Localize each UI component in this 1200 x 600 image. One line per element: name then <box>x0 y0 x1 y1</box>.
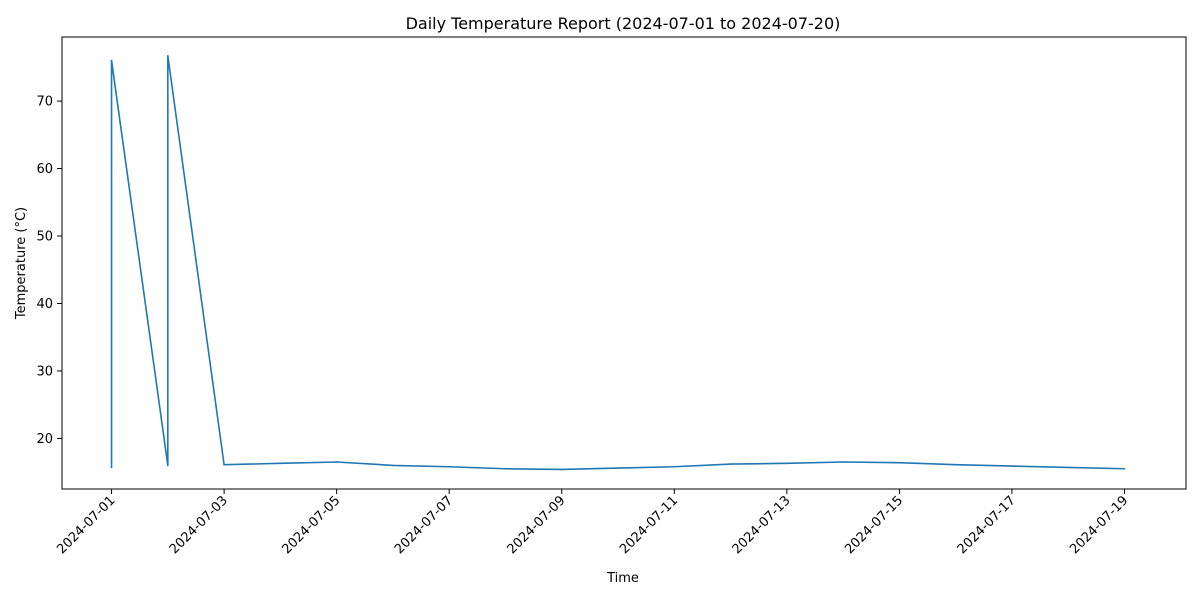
data-point <box>786 462 788 465</box>
y-tick-label: 30 <box>36 364 53 379</box>
plot-frame <box>61 36 1187 490</box>
data-point <box>448 465 450 468</box>
x-tick-label: 2024-07-15 <box>842 493 906 557</box>
y-tick-label: 20 <box>36 432 53 447</box>
data-point <box>842 461 844 463</box>
data-point <box>110 59 113 62</box>
data-point <box>279 462 282 465</box>
data-point <box>167 55 169 57</box>
series-points <box>110 55 1126 471</box>
y-tick-label: 50 <box>36 230 53 245</box>
data-point <box>729 463 732 465</box>
y-tick-label: 60 <box>36 162 53 177</box>
y-tick-label: 70 <box>36 95 53 110</box>
data-point <box>167 464 169 467</box>
x-tick-label: 2024-07-01 <box>54 493 118 557</box>
data-point <box>110 466 113 469</box>
x-tick-label: 2024-07-09 <box>505 493 569 557</box>
data-point <box>1123 467 1126 470</box>
x-tick-label: 2024-07-17 <box>955 493 1019 557</box>
chart-title: Daily Temperature Report (2024-07-01 to … <box>406 14 841 33</box>
data-point <box>1011 465 1013 467</box>
x-tick-label: 2024-07-03 <box>167 493 231 557</box>
data-point <box>954 463 957 466</box>
data-point <box>1067 466 1070 469</box>
x-tick-label: 2024-07-11 <box>617 493 681 557</box>
data-point <box>504 467 507 470</box>
temperature-series-line <box>110 55 1125 471</box>
data-point <box>673 465 676 468</box>
data-point <box>560 468 563 471</box>
data-point <box>392 464 394 467</box>
data-point <box>223 463 225 466</box>
y-tick-label: 40 <box>36 297 53 312</box>
x-tick-label: 2024-07-19 <box>1067 493 1131 557</box>
x-axis: 2024-07-01 2024-07-03 2024-07-05 2024-07-07… <box>54 489 1131 557</box>
x-tick-label: 2024-07-07 <box>392 493 456 557</box>
x-tick-label: 2024-07-05 <box>279 493 343 557</box>
y-axis-label: Temperature (°C) <box>14 207 29 320</box>
data-point <box>898 461 901 464</box>
x-axis-label: Time <box>606 571 639 586</box>
data-point <box>335 461 338 463</box>
y-axis: 20 30 40 50 60 70 <box>36 95 62 447</box>
x-tick-label: 2024-07-13 <box>730 493 794 557</box>
data-point <box>617 467 619 469</box>
